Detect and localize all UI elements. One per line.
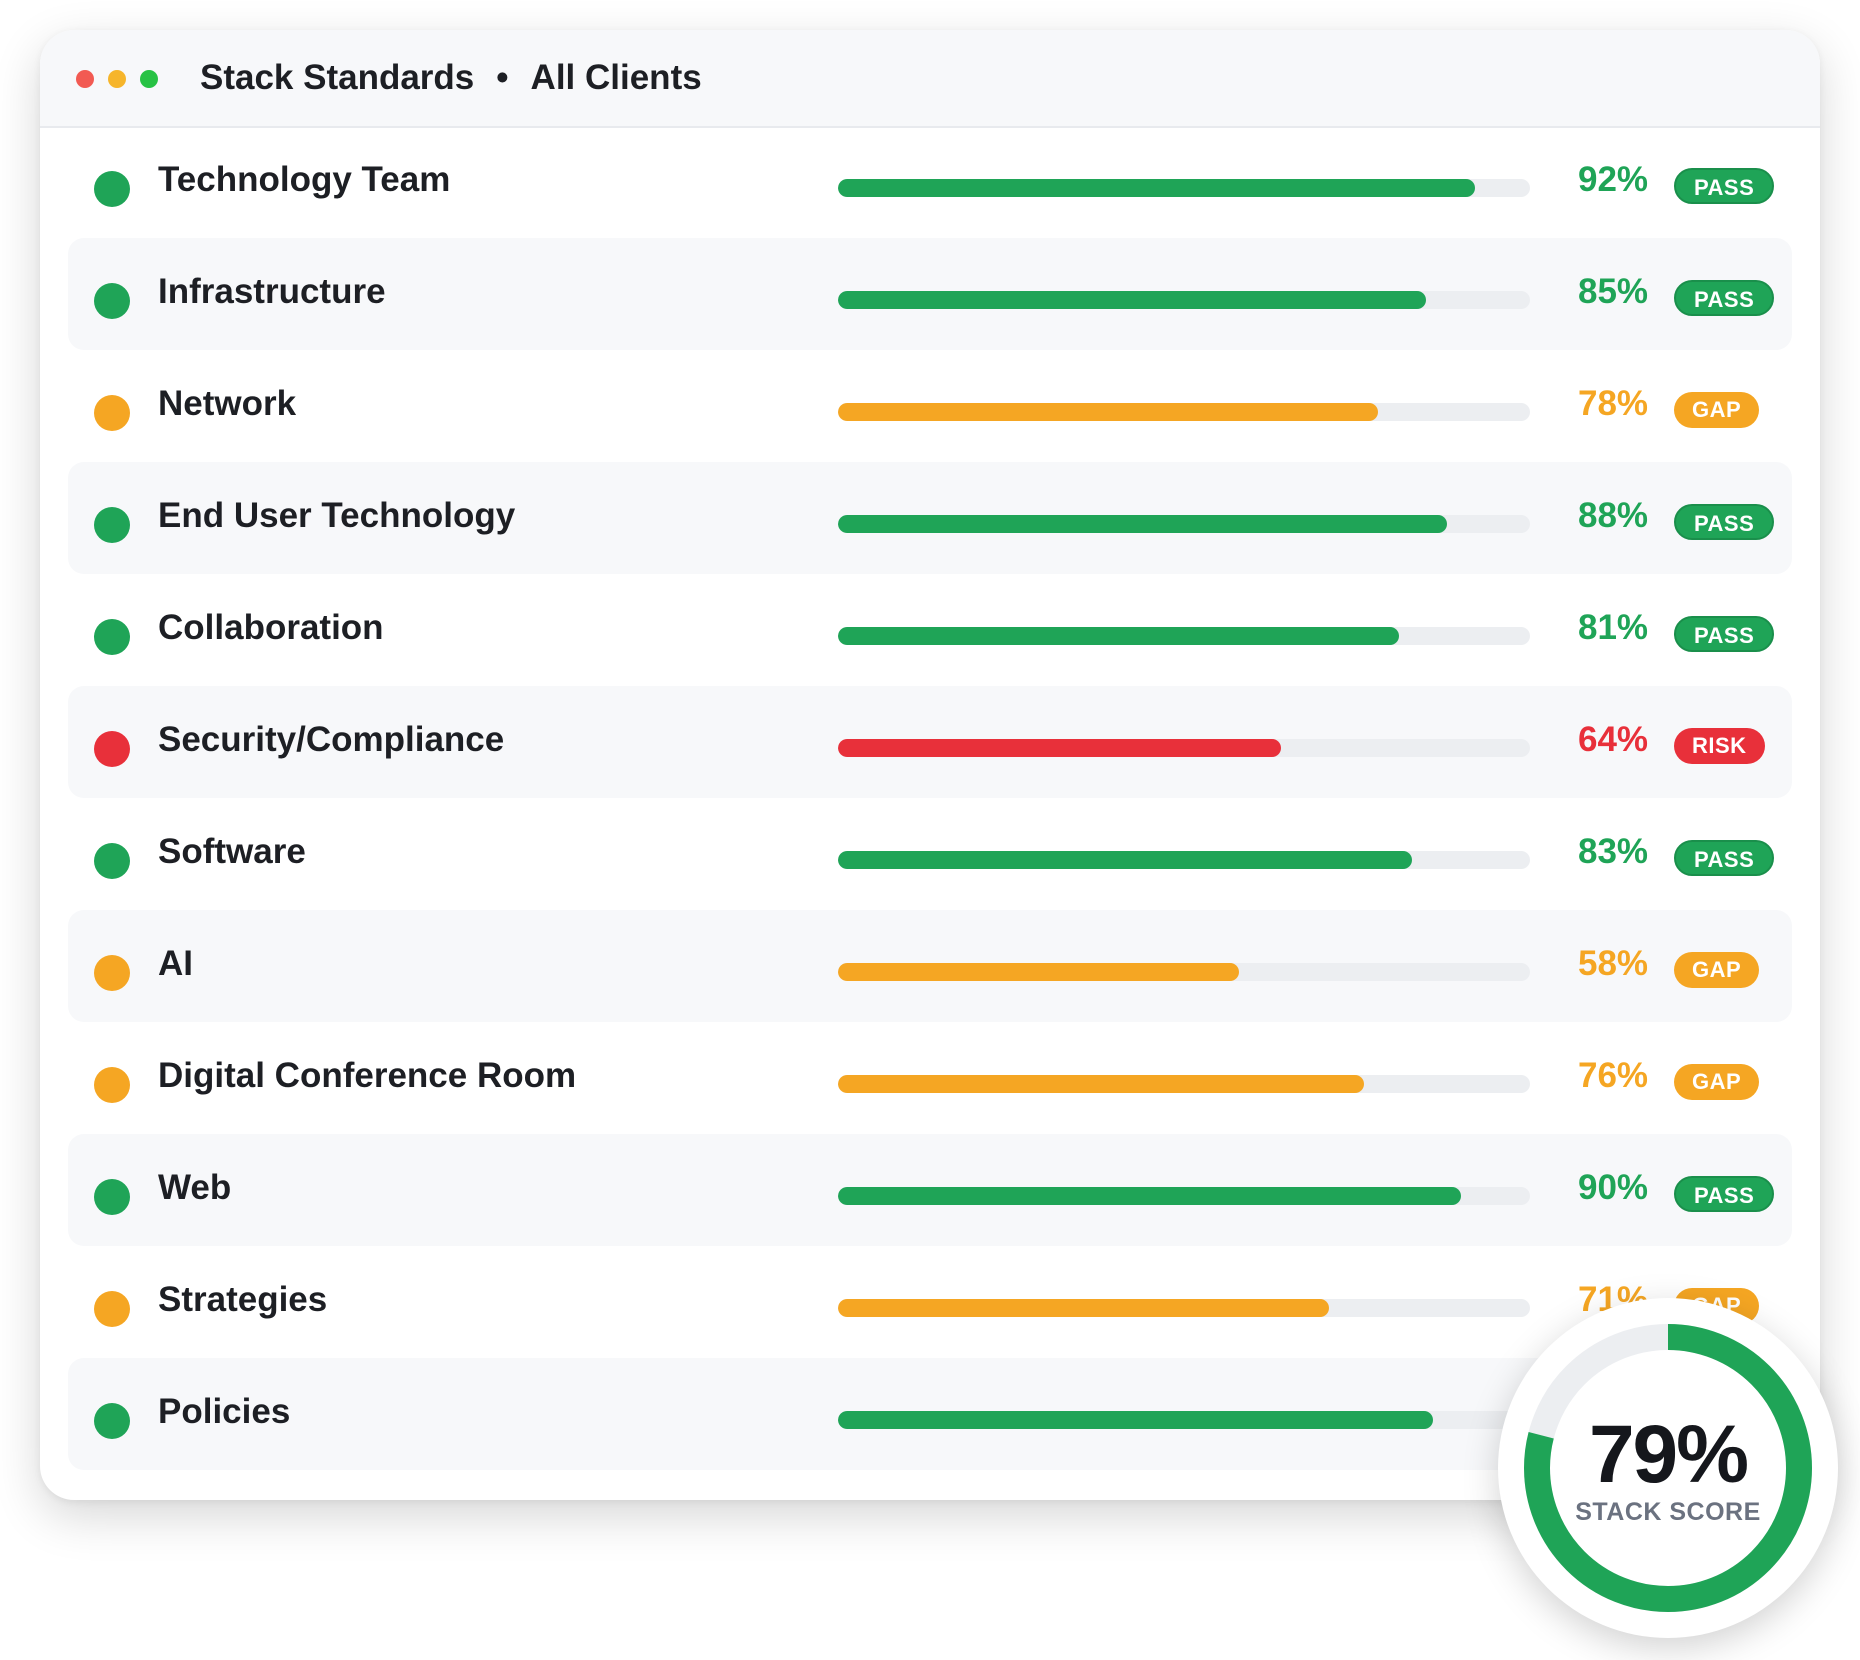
category-label: Collaboration [158, 608, 384, 647]
progress-fill [838, 739, 1281, 757]
category-row[interactable]: Infrastructure 85% PASS [68, 238, 1792, 350]
category-percent: 76% [1578, 1056, 1649, 1095]
category-row[interactable]: Web 90% PASS [68, 1134, 1792, 1246]
status-indicator-dot [94, 283, 130, 319]
title-separator: • [496, 58, 509, 97]
category-label: Infrastructure [158, 272, 386, 311]
title-bar: Stack Standards • All Clients [40, 30, 1820, 128]
category-label: AI [158, 944, 193, 983]
status-indicator-dot [94, 1403, 130, 1439]
stack-standards-window: Stack Standards • All Clients Technology T… [40, 30, 1820, 1500]
category-row[interactable]: Collaboration 81% PASS [68, 574, 1792, 686]
progress-fill [838, 179, 1475, 197]
window-title: Stack Standards • All Clients [200, 30, 702, 126]
category-percent: 58% [1578, 944, 1649, 983]
status-indicator-dot [94, 1179, 130, 1215]
stack-score-value: 79% [1588, 1409, 1749, 1500]
progress-track [838, 179, 1530, 197]
category-row[interactable]: Software 83% PASS [68, 798, 1792, 910]
status-indicator-dot [94, 731, 130, 767]
status-badge: PASS [1674, 168, 1775, 204]
category-label: Security/Compliance [158, 720, 505, 759]
progress-track [838, 403, 1530, 421]
status-badge: PASS [1674, 504, 1775, 540]
category-label: End User Technology [158, 496, 516, 535]
progress-track [838, 515, 1530, 533]
category-percent: 88% [1578, 496, 1649, 535]
category-percent: 85% [1578, 272, 1649, 311]
progress-track [838, 1187, 1530, 1205]
category-row[interactable]: End User Technology 88% PASS [68, 462, 1792, 574]
progress-fill [838, 851, 1413, 869]
category-label: Technology Team [158, 160, 451, 199]
progress-track [838, 963, 1530, 981]
window-title-text: Stack Standards [200, 58, 475, 97]
status-indicator-dot [94, 843, 130, 879]
category-label: Strategies [158, 1280, 328, 1319]
stack-score-card: 79% STACK SCORE [1498, 1298, 1838, 1638]
progress-fill [838, 291, 1427, 309]
category-row[interactable]: Digital Conference Room 76% GAP [68, 1022, 1792, 1134]
stack-score-label: STACK SCORE [1575, 1498, 1761, 1526]
status-badge: GAP [1674, 1064, 1760, 1100]
category-percent: 90% [1578, 1168, 1649, 1207]
minimize-window-button[interactable] [108, 70, 126, 88]
maximize-window-button[interactable] [140, 70, 158, 88]
category-label: Software [158, 832, 306, 871]
progress-track [838, 627, 1530, 645]
status-indicator-dot [94, 171, 130, 207]
category-label: Digital Conference Room [158, 1056, 577, 1095]
progress-track [838, 739, 1530, 757]
progress-fill [838, 403, 1378, 421]
progress-fill [838, 1299, 1330, 1317]
status-badge: PASS [1674, 280, 1775, 316]
category-row[interactable]: Security/Compliance 64% RISK [68, 686, 1792, 798]
status-indicator-dot [94, 1291, 130, 1327]
progress-track [838, 851, 1530, 869]
category-percent: 64% [1578, 720, 1649, 759]
status-badge: PASS [1674, 1176, 1775, 1212]
category-label: Web [158, 1168, 232, 1207]
score-ring-fill [1524, 1324, 1812, 1612]
client-scope: All Clients [530, 58, 702, 97]
category-row[interactable]: Network 78% GAP [68, 350, 1792, 462]
category-percent: 83% [1578, 832, 1649, 871]
status-indicator-dot [94, 619, 130, 655]
category-percent: 78% [1578, 384, 1649, 423]
category-row[interactable]: Technology Team 92% PASS [68, 126, 1792, 238]
status-badge: GAP [1674, 952, 1760, 988]
progress-fill [838, 515, 1447, 533]
status-badge: PASS [1674, 616, 1775, 652]
progress-track [838, 1299, 1530, 1317]
progress-fill [838, 627, 1399, 645]
category-list: Technology Team 92% PASS Infrastructure 85% P… [68, 126, 1792, 1470]
status-badge: PASS [1674, 840, 1775, 876]
progress-track [838, 291, 1530, 309]
progress-fill [838, 1411, 1434, 1429]
category-percent: 81% [1578, 608, 1649, 647]
progress-track [838, 1411, 1530, 1429]
close-window-button[interactable] [76, 70, 94, 88]
progress-fill [838, 963, 1240, 981]
stack-score-ring [1524, 1324, 1812, 1612]
status-indicator-dot [94, 1067, 130, 1103]
status-indicator-dot [94, 395, 130, 431]
progress-fill [838, 1075, 1364, 1093]
category-percent: 92% [1578, 160, 1649, 199]
status-indicator-dot [94, 955, 130, 991]
category-row[interactable]: AI 58% GAP [68, 910, 1792, 1022]
category-label: Network [158, 384, 297, 423]
progress-fill [838, 1187, 1461, 1205]
progress-track [838, 1075, 1530, 1093]
status-badge: GAP [1674, 392, 1760, 428]
status-badge: RISK [1674, 728, 1765, 764]
status-indicator-dot [94, 507, 130, 543]
category-label: Policies [158, 1392, 291, 1431]
